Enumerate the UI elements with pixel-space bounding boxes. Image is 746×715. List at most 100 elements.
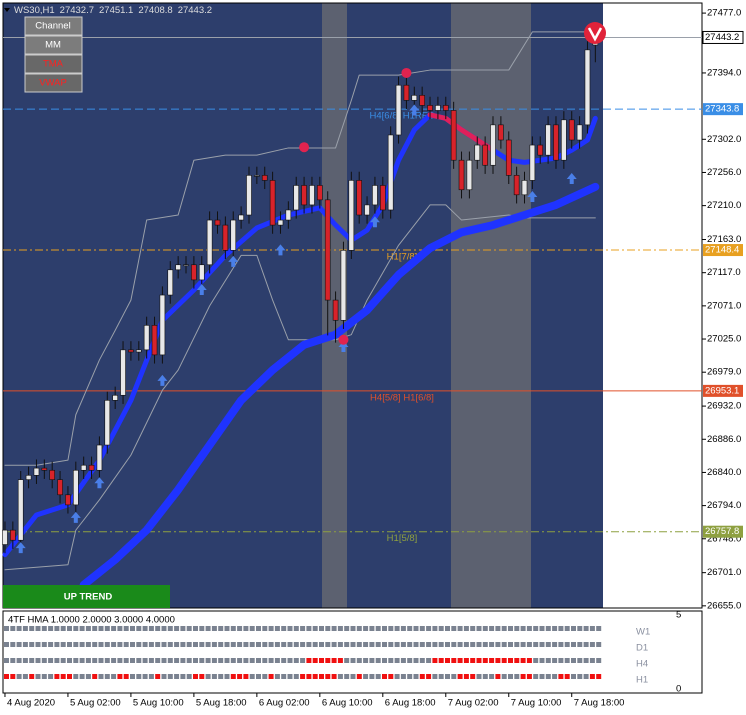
state-red <box>388 674 394 679</box>
y-tick-label: 26655.0 <box>707 600 741 611</box>
state-grey <box>16 642 22 647</box>
state-grey <box>148 674 154 679</box>
state-grey <box>224 626 230 631</box>
state-grey <box>508 642 513 647</box>
state-grey <box>224 658 230 663</box>
candle-body <box>411 95 418 101</box>
state-grey <box>552 626 558 631</box>
y-tick-label: 26748.0 <box>707 533 741 544</box>
state-grey <box>482 626 488 631</box>
state-grey <box>35 658 41 663</box>
level-text: H4[6/8] H1RES <box>370 111 435 122</box>
state-grey <box>174 658 180 663</box>
state-grey <box>375 658 381 663</box>
button[interactable] <box>24 54 83 74</box>
candle-body <box>167 269 174 296</box>
candle-body <box>183 264 189 267</box>
state-red <box>337 658 343 663</box>
state-grey <box>526 642 532 647</box>
state-grey <box>54 658 60 663</box>
state-red <box>312 658 318 663</box>
button-label[interactable]: VWAP <box>39 78 67 89</box>
state-grey <box>85 626 91 631</box>
state-grey <box>155 658 161 663</box>
button[interactable] <box>24 35 83 55</box>
row-label: H1 <box>636 675 648 686</box>
state-grey <box>10 658 16 663</box>
state-grey <box>237 642 243 647</box>
state-red <box>312 674 318 679</box>
state-grey <box>432 642 438 647</box>
state-grey <box>237 626 243 631</box>
state-red <box>237 674 243 679</box>
state-grey <box>35 642 41 647</box>
candle-body <box>49 469 55 480</box>
candle-body <box>17 479 24 541</box>
x-tick-label: 5 Aug 18:00 <box>196 698 247 709</box>
state-grey <box>256 626 261 631</box>
candle-body <box>482 144 488 166</box>
level-text: H4[5/8] H1[6/8] <box>370 392 434 403</box>
state-grey <box>104 626 110 631</box>
buy-arrow <box>15 542 26 554</box>
button[interactable] <box>24 73 83 93</box>
state-grey <box>136 642 142 647</box>
state-red <box>60 674 66 679</box>
state-grey <box>98 674 104 679</box>
state-grey <box>130 658 135 663</box>
state-grey <box>73 674 79 679</box>
state-grey <box>394 658 400 663</box>
candle-body <box>301 185 307 206</box>
button[interactable] <box>24 16 83 36</box>
state-grey <box>388 626 394 631</box>
candle-body <box>261 175 268 181</box>
candle-body <box>214 219 221 226</box>
button-label[interactable]: MM <box>45 40 61 51</box>
state-grey <box>489 626 495 631</box>
state-red <box>382 674 387 679</box>
state-red <box>319 674 324 679</box>
level-text: H1[7/8] <box>387 252 418 263</box>
state-grey <box>230 642 236 647</box>
state-grey <box>111 658 117 663</box>
candle-body <box>395 84 402 136</box>
candle-body <box>65 494 71 506</box>
state-red <box>432 658 438 663</box>
state-grey <box>85 642 91 647</box>
candle-body <box>2 529 8 545</box>
candle-body <box>340 250 347 321</box>
y-tick-label: 26979.0 <box>707 367 741 378</box>
state-grey <box>281 658 287 663</box>
state-grey <box>205 626 211 631</box>
button-label[interactable]: Channel <box>35 21 70 32</box>
state-grey <box>363 674 369 679</box>
state-grey <box>319 642 324 647</box>
bid-price: 27443.2 <box>705 32 739 43</box>
state-grey <box>111 674 117 679</box>
x-tick-label: 4 Aug 2020 <box>7 698 55 709</box>
buy-arrow <box>566 172 577 184</box>
state-grey <box>363 642 369 647</box>
state-grey <box>16 658 22 663</box>
state-grey <box>167 626 173 631</box>
state-grey <box>29 658 35 663</box>
state-grey <box>29 626 35 631</box>
button-label[interactable]: TMA <box>43 59 64 70</box>
x-tick-label: 7 Aug 10:00 <box>511 698 562 709</box>
state-grey <box>167 658 173 663</box>
state-red <box>4 674 9 679</box>
state-grey <box>344 674 350 679</box>
state-grey <box>533 674 539 679</box>
candle-body <box>151 325 158 356</box>
state-grey <box>369 674 375 679</box>
state-grey <box>337 674 343 679</box>
state-grey <box>148 626 154 631</box>
state-grey <box>407 626 413 631</box>
level-text: H1[5/8] <box>387 533 418 544</box>
state-grey <box>539 642 545 647</box>
state-grey <box>230 626 236 631</box>
header-value: 27408.8 <box>138 5 172 16</box>
state-grey <box>16 626 22 631</box>
state-red <box>325 658 331 663</box>
